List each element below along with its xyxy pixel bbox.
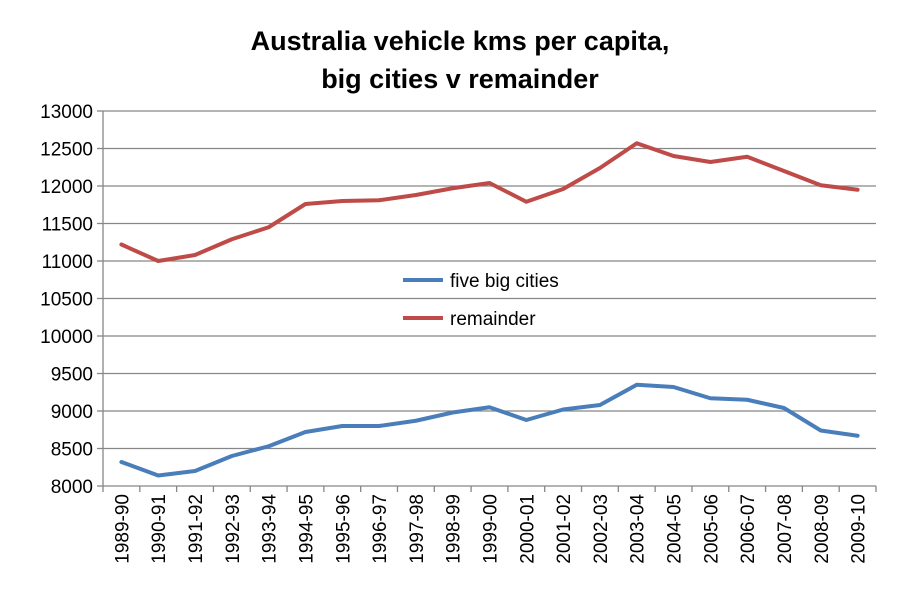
legend-label-remainder: remainder [450, 309, 536, 330]
x-tick-label: 1993-94 [260, 494, 281, 564]
y-tick-label: 10000 [40, 327, 93, 348]
x-tick-label: 2008-09 [812, 494, 833, 564]
y-tick-label: 12000 [40, 177, 93, 198]
chart-title-line-2: big cities v remainder [321, 64, 599, 94]
y-tick-label: 13000 [40, 102, 93, 123]
x-tick-label: 1995-96 [333, 494, 354, 564]
y-tick-label: 11500 [42, 215, 93, 236]
y-tick-label: 8000 [51, 477, 93, 498]
series-line-five-big-cities [119, 382, 860, 478]
x-tick-label: 2001-02 [554, 494, 575, 564]
y-tick-label: 12500 [40, 140, 93, 161]
x-tick-label: 2006-07 [738, 494, 759, 564]
x-tick-label: 2007-08 [775, 494, 796, 564]
x-tick-label: 2003-04 [628, 494, 649, 564]
x-tick-label: 2002-03 [591, 494, 612, 564]
y-tick-label: 11000 [42, 252, 93, 273]
legend-label-five-big-cities: five big cities [450, 271, 559, 292]
x-tick-label: 1990-91 [149, 494, 170, 564]
x-tick-label: 1992-93 [223, 494, 244, 564]
y-tick-label: 9500 [51, 365, 93, 386]
x-tick-label: 1997-98 [407, 494, 428, 564]
legend: five big cities remainder [403, 271, 559, 330]
x-tick-label: 1989-90 [112, 494, 133, 564]
x-tick-label: 1998-99 [444, 494, 465, 564]
x-tick-label: 2000-01 [517, 494, 538, 564]
x-tick-label: 1996-97 [370, 494, 391, 564]
series-line-remainder [119, 141, 860, 263]
y-tick-label: 10500 [40, 290, 93, 311]
x-tick-label: 2004-05 [665, 494, 686, 564]
x-tick-label: 1999-00 [481, 494, 502, 564]
x-tick-label: 1991-92 [186, 494, 207, 564]
x-tick-label: 2009-10 [849, 494, 870, 564]
x-tick-label: 2005-06 [701, 494, 722, 564]
y-tick-label: 9000 [51, 402, 93, 423]
y-tick-label: 8500 [51, 440, 93, 461]
chart-title-line-1: Australia vehicle kms per capita, [251, 26, 670, 56]
x-tick-label: 1994-95 [296, 494, 317, 564]
